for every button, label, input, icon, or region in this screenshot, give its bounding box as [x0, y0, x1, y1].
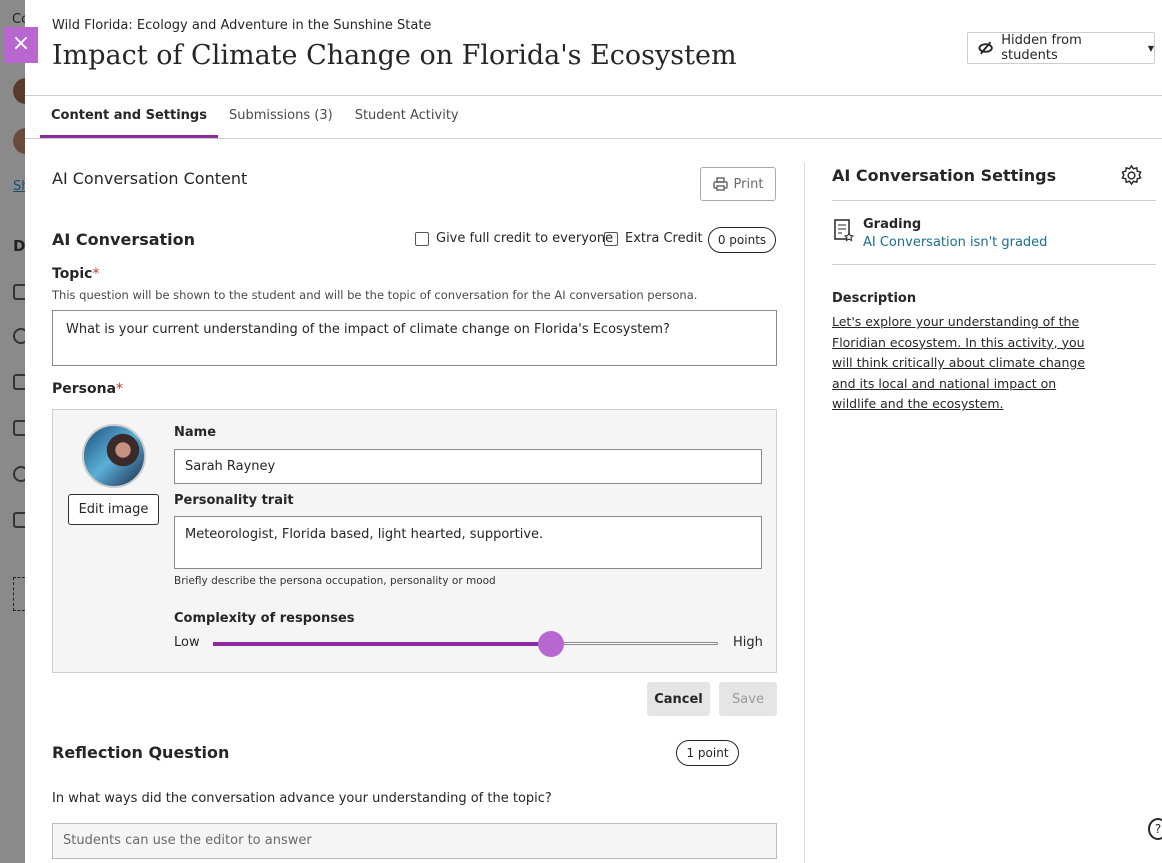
complexity-slider-thumb[interactable]	[538, 631, 564, 657]
eye-slash-icon	[978, 41, 993, 55]
background-avatar	[13, 128, 26, 154]
divider	[832, 200, 1156, 201]
reflection-question: In what ways did the conversation advanc…	[52, 791, 552, 806]
topic-help: This question will be shown to the stude…	[52, 288, 698, 302]
image-icon	[13, 374, 26, 390]
background-heading: D	[13, 237, 26, 255]
description-text[interactable]: Let's explore your understanding of the …	[832, 314, 1086, 411]
tab-content-and-settings[interactable]: Content and Settings	[40, 96, 218, 138]
check-icon	[13, 328, 26, 344]
name-input[interactable]: Sarah Rayney	[174, 449, 762, 484]
reflection-title: Reflection Question	[52, 743, 230, 762]
full-credit-checkbox[interactable]: Give full credit to everyone	[415, 231, 613, 246]
name-label: Name	[174, 425, 217, 440]
conversation-title: AI Conversation	[52, 230, 196, 249]
complexity-slider-track[interactable]	[213, 631, 718, 657]
checkbox[interactable]	[604, 231, 618, 246]
topic-input[interactable]: What is your current understanding of th…	[52, 310, 777, 366]
required-mark: *	[92, 266, 100, 282]
reflection-points-badge[interactable]: 1 point	[676, 740, 739, 766]
chevron-down-icon: ▼	[1147, 43, 1154, 53]
grading-icon	[834, 219, 854, 242]
tool-icon	[13, 466, 26, 482]
trait-help: Briefly describe the persona occupation,…	[174, 575, 496, 587]
low-label: Low	[174, 635, 200, 650]
visibility-label: Hidden from students	[1001, 33, 1082, 63]
printer-icon	[712, 177, 728, 191]
background-text: Co	[12, 12, 26, 27]
persona-label: Persona*	[52, 381, 123, 397]
divider	[25, 138, 1162, 139]
background-link: Sh	[13, 179, 26, 194]
page-title: Impact of Climate Change on Florida's Ec…	[52, 40, 737, 71]
complexity-label: Complexity of responses	[174, 611, 355, 626]
gear-icon[interactable]	[1120, 164, 1143, 187]
divider	[832, 264, 1156, 265]
background-avatar	[13, 78, 26, 104]
lock-icon	[13, 420, 26, 436]
visibility-dropdown[interactable]: Hidden from students ▼	[967, 32, 1155, 64]
grading-link[interactable]: AI Conversation isn't graded	[863, 235, 1048, 250]
column-divider	[804, 163, 805, 863]
trait-input[interactable]: Meteorologist, Florida based, light hear…	[174, 516, 762, 569]
divider	[25, 95, 1162, 96]
dropzone	[13, 577, 26, 611]
points-badge[interactable]: 0 points	[708, 227, 776, 253]
tab-student-activity[interactable]: Student Activity	[354, 108, 459, 123]
tab-bar: Content and Settings Submissions (3) Stu…	[40, 96, 470, 138]
print-label: Print	[733, 176, 764, 192]
persona-avatar	[82, 424, 146, 488]
background-page: Co Sh D	[0, 0, 26, 863]
save-button[interactable]: Save	[719, 682, 777, 716]
extra-credit-checkbox[interactable]: Extra Credit	[604, 231, 703, 246]
print-button[interactable]: Print	[700, 167, 776, 201]
reflection-answer-input[interactable]: Students can use the editor to answer	[52, 823, 777, 859]
persona-label-text: Persona	[52, 381, 117, 397]
section-title: AI Conversation Content	[52, 169, 248, 188]
tab-submissions[interactable]: Submissions (3)	[228, 108, 333, 123]
trait-label: Personality trait	[174, 493, 294, 508]
settings-title: AI Conversation Settings	[832, 166, 1057, 185]
badge-icon	[13, 512, 26, 528]
topic-label: Topic*	[52, 266, 99, 282]
checkbox[interactable]	[415, 231, 429, 246]
extra-credit-label: Extra Credit	[625, 231, 703, 246]
topic-label-text: Topic	[52, 266, 93, 282]
high-label: High	[733, 635, 763, 650]
description-label: Description	[832, 291, 917, 306]
required-mark: *	[116, 381, 124, 397]
cancel-button[interactable]: Cancel	[647, 682, 710, 716]
edit-image-button[interactable]: Edit image	[68, 494, 159, 525]
close-button[interactable]: ×	[4, 27, 38, 63]
help-icon[interactable]: ?	[1148, 818, 1162, 840]
breadcrumb: Wild Florida: Ecology and Adventure in t…	[52, 18, 432, 33]
full-credit-label: Give full credit to everyone	[436, 231, 614, 246]
complexity-slider-fill	[213, 642, 550, 646]
close-icon: ×	[11, 31, 31, 56]
grading-label: Grading	[863, 217, 922, 232]
user-icon	[13, 284, 26, 300]
